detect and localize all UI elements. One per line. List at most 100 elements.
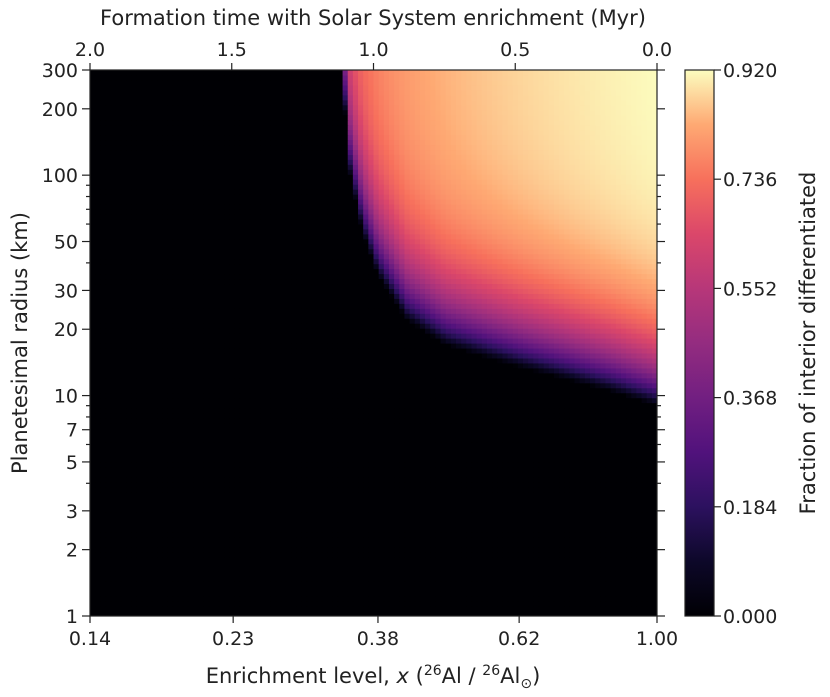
heatmap-cell xyxy=(440,596,447,602)
heatmap-cell xyxy=(95,591,101,597)
heatmap-cell xyxy=(332,571,339,577)
heatmap-cell xyxy=(373,611,380,616)
heatmap-cell xyxy=(378,481,385,488)
heatmap-cell xyxy=(172,606,179,612)
heatmap-cell xyxy=(476,606,483,612)
heatmap-cell xyxy=(559,462,565,468)
heatmap-cell xyxy=(471,462,478,468)
heatmap-cell xyxy=(559,511,565,518)
heatmap-cell xyxy=(136,586,143,592)
heatmap-cell xyxy=(208,551,215,558)
heatmap-cell xyxy=(651,467,657,473)
heatmap-cell xyxy=(589,581,596,587)
heatmap-cell xyxy=(347,566,354,572)
heatmap-cell xyxy=(203,531,210,538)
heatmap-cell xyxy=(641,586,648,592)
heatmap-cell xyxy=(455,481,462,488)
heatmap-cell xyxy=(497,526,503,533)
heatmap-cell xyxy=(265,486,271,493)
heatmap-cell xyxy=(631,541,637,548)
heatmap-cell xyxy=(177,571,184,577)
heatmap-cell xyxy=(213,447,220,453)
heatmap-cell xyxy=(559,571,565,577)
heatmap-cell xyxy=(198,402,204,409)
heatmap-cell xyxy=(321,481,328,488)
heatmap-cell xyxy=(244,541,251,548)
heatmap-cell xyxy=(414,432,421,438)
heatmap-cell xyxy=(589,566,596,572)
heatmap-cell xyxy=(306,392,313,399)
heatmap-cell xyxy=(280,422,287,428)
heatmap-cell xyxy=(636,486,643,493)
heatmap-cell xyxy=(414,477,421,483)
heatmap-cell xyxy=(589,452,596,458)
heatmap-cell xyxy=(105,611,112,616)
heatmap-cell xyxy=(471,407,478,414)
heatmap-cell xyxy=(564,412,570,419)
heatmap-cell xyxy=(347,576,354,582)
heatmap-cell xyxy=(553,392,560,399)
heatmap-cell xyxy=(419,407,426,414)
heatmap-cell xyxy=(95,462,101,468)
heatmap-cell xyxy=(146,422,153,428)
heatmap-cell xyxy=(388,571,395,577)
heatmap-cell xyxy=(224,571,230,577)
heatmap-cell xyxy=(224,442,230,448)
heatmap-cell xyxy=(172,561,179,567)
heatmap-cell xyxy=(100,457,107,463)
heatmap-cell xyxy=(512,531,519,538)
heatmap-cell xyxy=(636,576,643,582)
heatmap-cell xyxy=(342,546,349,553)
heatmap-cell xyxy=(311,531,318,538)
heatmap-cell xyxy=(280,576,287,582)
heatmap-cell xyxy=(208,422,215,428)
heatmap-cell xyxy=(595,561,601,567)
heatmap-cell xyxy=(187,551,194,558)
heatmap-cell xyxy=(296,457,302,463)
heatmap-cell xyxy=(131,387,137,394)
heatmap-cell xyxy=(162,581,168,587)
heatmap-cell xyxy=(461,417,467,424)
heatmap-cell xyxy=(450,571,457,577)
heatmap-cell xyxy=(270,591,277,597)
heatmap-cell xyxy=(291,452,297,458)
heatmap-cell xyxy=(90,536,96,543)
heatmap-cell xyxy=(538,561,545,567)
heatmap-cell xyxy=(332,606,339,612)
heatmap-cell xyxy=(461,447,467,453)
heatmap-cell xyxy=(512,541,519,548)
heatmap-cell xyxy=(254,491,261,498)
heatmap-cell xyxy=(239,442,246,448)
heatmap-cell xyxy=(646,457,653,463)
heatmap-cell xyxy=(569,486,576,493)
heatmap-cell xyxy=(579,467,586,473)
heatmap-cell xyxy=(522,521,529,528)
heatmap-cell xyxy=(105,531,112,538)
heatmap-cell xyxy=(172,491,179,498)
heatmap-cell xyxy=(95,561,101,567)
heatmap-cell xyxy=(605,432,612,438)
heatmap-cell xyxy=(533,467,540,473)
heatmap-cell xyxy=(285,437,292,443)
heatmap-cell xyxy=(193,496,199,503)
heatmap-cell xyxy=(507,601,514,607)
heatmap-cell xyxy=(414,427,421,433)
heatmap-cell xyxy=(394,586,400,592)
heatmap-cell xyxy=(455,412,462,419)
heatmap-cell xyxy=(461,407,467,414)
heatmap-cell xyxy=(430,397,436,404)
heatmap-cell xyxy=(502,407,509,414)
heatmap-cell xyxy=(90,611,96,616)
heatmap-cell xyxy=(187,467,194,473)
heatmap-cell xyxy=(120,511,127,518)
heatmap-cell xyxy=(218,486,225,493)
heatmap-cell xyxy=(244,546,251,553)
heatmap-cell xyxy=(419,467,426,473)
heatmap-cell xyxy=(394,407,400,414)
heatmap-cell xyxy=(151,501,158,508)
heatmap-cell xyxy=(440,442,447,448)
heatmap-cell xyxy=(157,477,163,483)
heatmap-cell xyxy=(579,486,586,493)
heatmap-cell xyxy=(538,402,545,409)
heatmap-cell xyxy=(182,392,189,399)
